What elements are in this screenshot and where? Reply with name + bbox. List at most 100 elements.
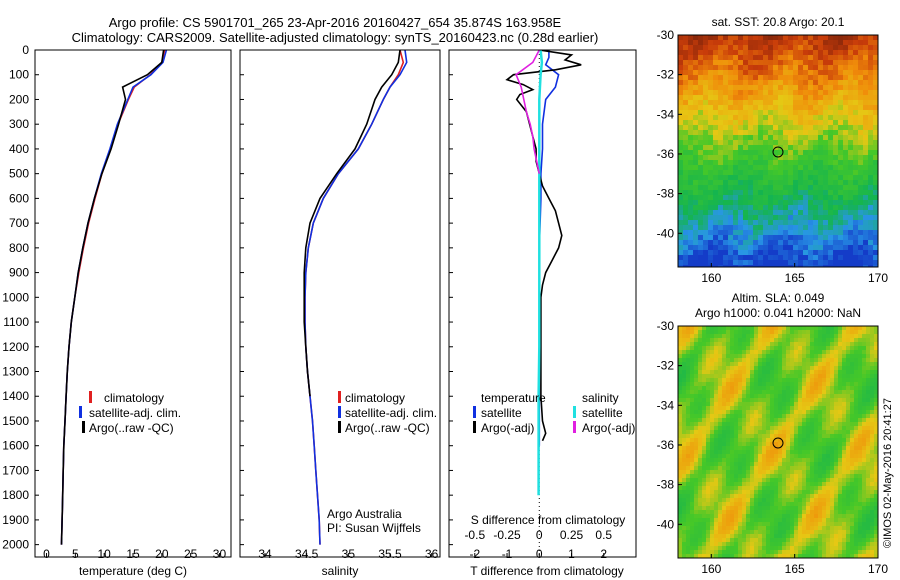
map-cell	[750, 542, 755, 547]
map-cell	[706, 506, 711, 511]
map-cell	[828, 35, 834, 41]
map-cell	[693, 245, 699, 251]
map-cell	[838, 130, 844, 136]
map-cell	[742, 418, 747, 423]
map-cell	[788, 45, 794, 51]
map-cell	[754, 538, 759, 543]
map-cell	[803, 130, 809, 136]
map-cell	[758, 518, 763, 523]
map-cell	[818, 65, 824, 71]
map-cell	[848, 50, 854, 56]
map-cell	[843, 120, 849, 126]
map-cell	[790, 482, 795, 487]
map-cell	[702, 474, 707, 479]
map-cell	[714, 434, 719, 439]
map-cell	[853, 55, 859, 61]
map-cell	[858, 326, 863, 331]
map-cell	[873, 80, 878, 86]
map-cell	[854, 474, 859, 479]
map-cell	[683, 185, 689, 191]
map-cell	[694, 498, 699, 503]
map-cell	[830, 542, 835, 547]
map-cell	[838, 346, 843, 351]
map-cell	[678, 160, 684, 166]
map-cell	[768, 140, 774, 146]
map-cell	[810, 550, 815, 555]
map-cell	[818, 150, 824, 156]
map-cell	[702, 534, 707, 539]
map-cell	[718, 250, 724, 256]
map-cell	[703, 90, 709, 96]
map-cell	[806, 370, 811, 375]
map-cell	[754, 530, 759, 535]
map-cell	[842, 338, 847, 343]
map-cell	[773, 205, 779, 211]
map-cell	[866, 462, 871, 467]
map-cell	[710, 550, 715, 555]
map-cell	[828, 175, 834, 181]
map-cell	[838, 454, 843, 459]
map-cell	[793, 35, 799, 41]
map-cell	[790, 546, 795, 551]
map-cell	[726, 410, 731, 415]
map-cell	[774, 354, 779, 359]
map-y-tick-label: -34	[657, 398, 675, 412]
map-cell	[770, 362, 775, 367]
map-cell	[806, 494, 811, 499]
map-cell	[686, 402, 691, 407]
map-cell	[818, 200, 824, 206]
map-cell	[726, 342, 731, 347]
map-cell	[782, 394, 787, 399]
map-cell	[742, 518, 747, 523]
map-cell	[722, 458, 727, 463]
map-cell	[768, 60, 774, 66]
map-cell	[822, 402, 827, 407]
map-cell	[818, 330, 823, 335]
map-cell	[843, 250, 849, 256]
map-cell	[693, 120, 699, 126]
map-cell	[854, 326, 859, 331]
map-cell	[763, 45, 769, 51]
map-cell	[728, 190, 734, 196]
map-cell	[778, 422, 783, 427]
map-cell	[714, 350, 719, 355]
map-cell	[826, 530, 831, 535]
map-cell	[862, 366, 867, 371]
map-cell	[710, 534, 715, 539]
map-cell	[702, 366, 707, 371]
map-cell	[770, 394, 775, 399]
map-cell	[774, 382, 779, 387]
map-cell	[763, 225, 769, 231]
map-cell	[833, 200, 839, 206]
map-cell	[853, 265, 859, 267]
map-cell	[723, 70, 729, 76]
map-cell	[806, 534, 811, 539]
map-cell	[758, 135, 764, 141]
map-cell	[768, 70, 774, 76]
map-cell	[766, 370, 771, 375]
map-cell	[874, 482, 878, 487]
y-tick-label: 1500	[2, 414, 29, 428]
map-cell	[782, 454, 787, 459]
map-cell	[833, 70, 839, 76]
map-cell	[698, 482, 703, 487]
map-cell	[728, 90, 734, 96]
map-cell	[814, 542, 819, 547]
map-cell	[808, 265, 814, 267]
map-cell	[754, 462, 759, 467]
map-cell	[823, 100, 829, 106]
difference-x-tick-label: 0	[536, 547, 543, 561]
map-cell	[694, 438, 699, 443]
map-cell	[728, 255, 734, 261]
map-cell	[790, 446, 795, 451]
map-cell	[768, 125, 774, 131]
map-cell	[863, 155, 869, 161]
map-cell	[713, 175, 719, 181]
legend-argo-label: Argo(..raw -QC)	[89, 421, 174, 435]
map-cell	[823, 255, 829, 261]
map-cell	[763, 150, 769, 156]
map-cell	[763, 190, 769, 196]
map-cell	[823, 130, 829, 136]
map-cell	[693, 65, 699, 71]
map-cell	[748, 255, 754, 261]
